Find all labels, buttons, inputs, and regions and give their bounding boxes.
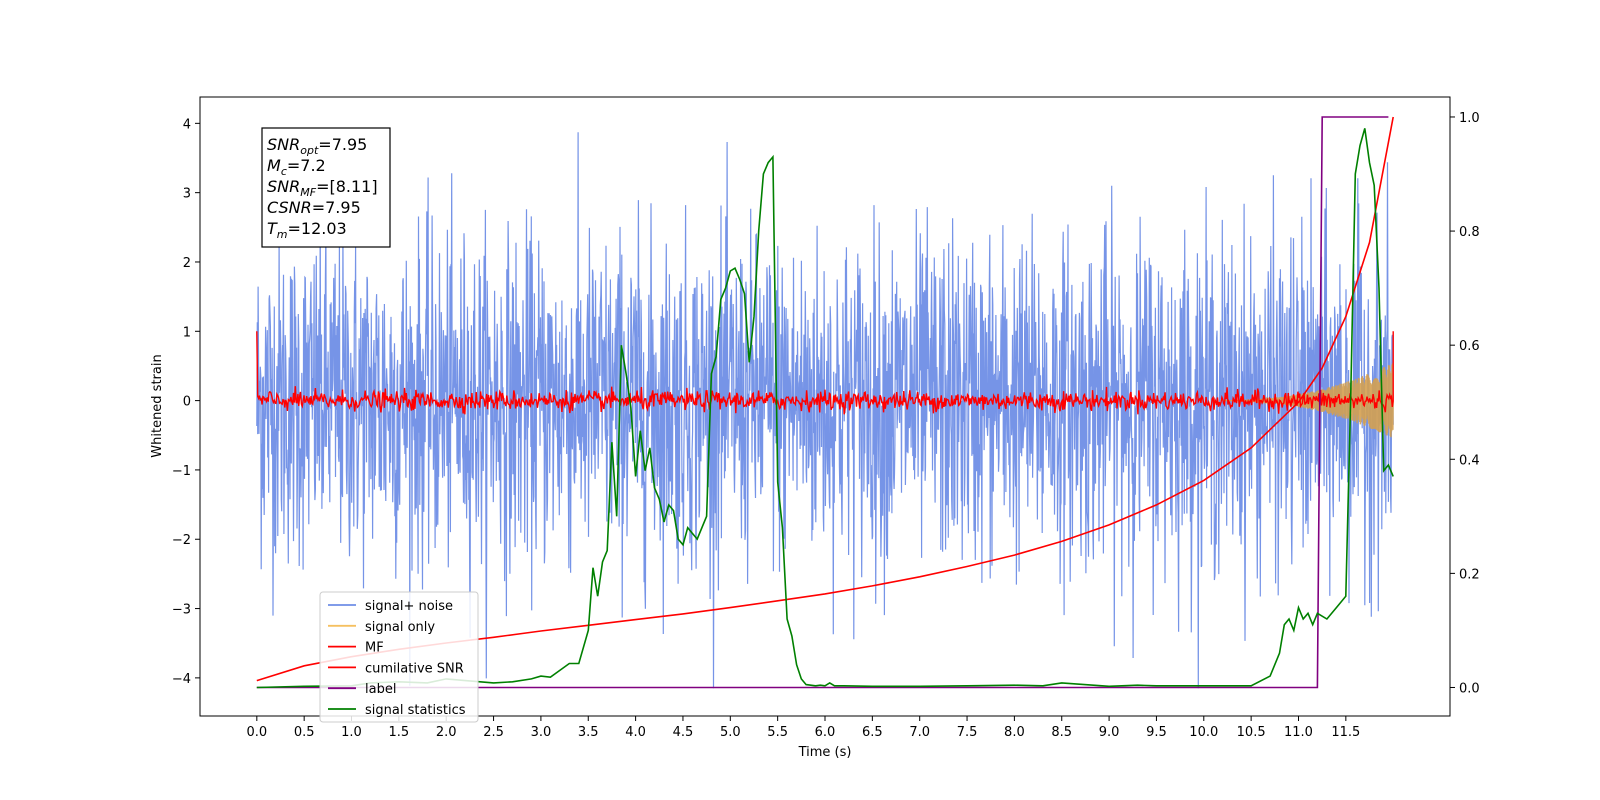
y2-tick-label: 0.8 [1459,225,1480,240]
x-tick-label: 0.0 [246,725,267,740]
series-mf [256,331,1394,415]
y-axis-left: −4 −3 −2 −1 0 1 2 3 4 [172,117,200,687]
y-tick-label: 4 [183,117,191,132]
legend-frame [319,591,479,723]
x-tick-label: 9.0 [1099,725,1120,740]
legend-label: signal only [365,620,435,635]
x-tick-label: 8.0 [1004,725,1025,740]
series-label [256,116,1389,689]
y2-tick-label: 1.0 [1459,111,1480,126]
legend-label: MF [365,641,384,656]
x-axis: 0.0 0.5 1.0 1.5 2.0 2.5 3.0 3.5 4.0 4.5 5.0 5.5 6.0 6… [246,716,1360,740]
y2-tick-label: 0.0 [1459,681,1480,696]
y-tick-label: −2 [172,533,191,548]
x-tick-label: 11.0 [1284,725,1313,740]
legend: signal+ noise signal only MF cumilative SNR… [319,591,479,723]
y2-tick-label: 0.6 [1459,339,1480,354]
x-tick-label: 10.0 [1189,725,1218,740]
series-signal-noise [256,132,1394,689]
x-tick-label: 1.0 [341,725,362,740]
x-tick-label: 10.5 [1237,725,1266,740]
y-tick-label: 3 [183,187,191,202]
y-tick-label: 0 [183,395,191,410]
x-tick-label: 5.5 [767,725,788,740]
x-tick-label: 6.0 [815,725,836,740]
textbox-line: SNRopt=7.95 [267,135,367,157]
x-tick-label: 3.0 [531,725,552,740]
x-tick-label: 5.0 [720,725,741,740]
x-tick-label: 7.0 [909,725,930,740]
x-axis-title: Time (s) [798,745,852,760]
legend-label: label [365,682,396,697]
x-tick-label: 11.5 [1331,725,1360,740]
y-tick-label: −4 [172,672,191,687]
x-tick-label: 6.5 [862,725,883,740]
y-tick-label: −3 [172,603,191,618]
series-signal-statistics [256,128,1394,689]
x-tick-label: 3.5 [578,725,599,740]
x-tick-label: 4.5 [673,725,694,740]
legend-label: signal statistics [365,703,466,718]
legend-label: signal+ noise [365,599,453,614]
y-tick-label: 1 [183,325,191,340]
textbox-line: CSNR=7.95 [267,198,361,217]
y-axis-title: Whitened strain [150,354,165,457]
y2-tick-label: 0.4 [1459,453,1480,468]
x-tick-label: 4.0 [625,725,646,740]
x-tick-label: 0.5 [294,725,315,740]
textbox-line: Mc=7.2 [267,156,326,178]
x-tick-label: 2.0 [436,725,457,740]
y-axis-right: 0.0 0.2 0.4 0.6 0.8 1.0 [1450,111,1480,696]
x-tick-label: 7.5 [957,725,978,740]
y-tick-label: −1 [172,464,191,479]
x-tick-label: 2.5 [483,725,504,740]
legend-label: cumilative SNR [365,661,464,676]
x-tick-label: 8.5 [1051,725,1072,740]
y2-tick-label: 0.2 [1459,567,1480,582]
y-tick-label: 2 [183,256,191,271]
x-tick-label: 9.5 [1146,725,1167,740]
textbox-line: SNRMF=[8.11] [267,177,378,199]
textbox-line: Tm=12.03 [267,219,347,241]
x-tick-label: 1.5 [389,725,410,740]
textbox-frame [261,127,391,248]
